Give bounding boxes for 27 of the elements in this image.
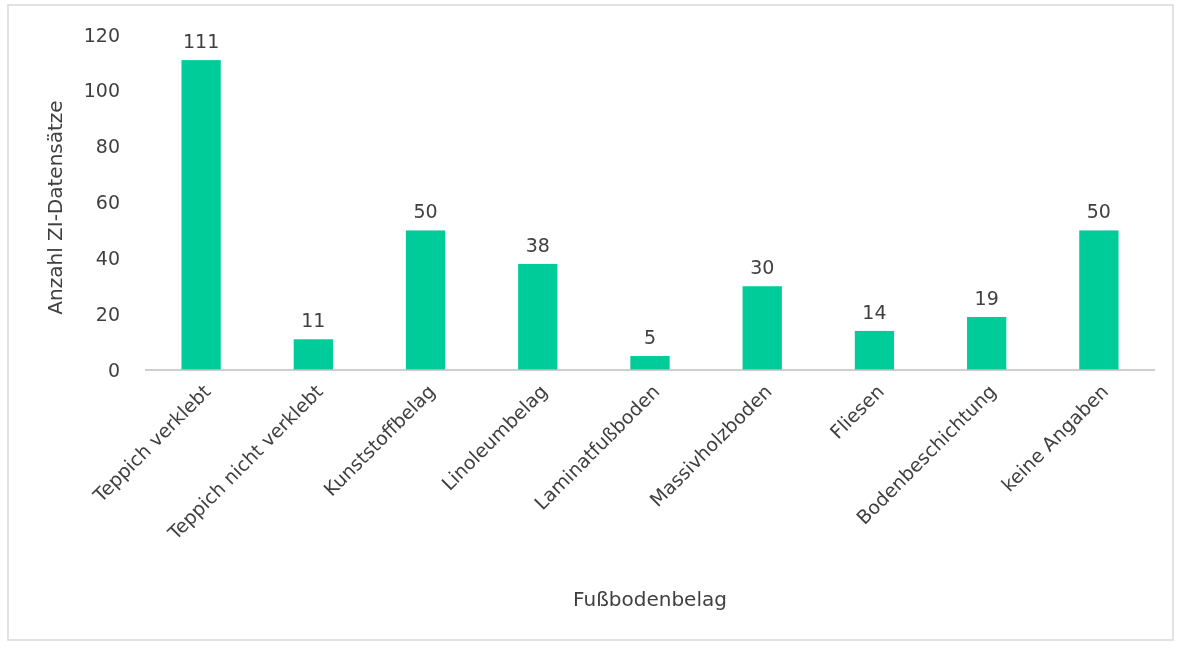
data-label: 30 bbox=[750, 256, 775, 279]
bar bbox=[630, 356, 670, 370]
bar bbox=[967, 316, 1007, 370]
data-label: 50 bbox=[1086, 200, 1111, 223]
bar bbox=[293, 339, 333, 370]
y-axis-title: Anzahl ZI-Datensätze bbox=[43, 100, 67, 315]
data-label: 38 bbox=[525, 233, 550, 256]
data-label: 19 bbox=[974, 286, 999, 309]
y-tick-label: 60 bbox=[95, 191, 120, 214]
y-tick-label: 0 bbox=[107, 358, 120, 381]
y-tick-label: 100 bbox=[83, 79, 120, 102]
y-tick-label: 20 bbox=[95, 302, 120, 325]
bar bbox=[854, 330, 895, 370]
x-axis-title: Fußbodenbelag bbox=[573, 587, 727, 611]
bar bbox=[518, 263, 558, 370]
y-tick-label: 40 bbox=[95, 246, 120, 269]
bar bbox=[405, 230, 446, 370]
data-label: 111 bbox=[182, 30, 220, 53]
bar bbox=[181, 60, 221, 370]
data-label: 5 bbox=[643, 326, 657, 349]
y-tick-label: 80 bbox=[95, 135, 120, 158]
data-label: 11 bbox=[301, 309, 326, 332]
y-tick-label: 120 bbox=[83, 23, 120, 46]
bar bbox=[1079, 230, 1119, 370]
data-label: 50 bbox=[413, 200, 438, 223]
data-label: 14 bbox=[862, 300, 887, 323]
bar bbox=[742, 286, 782, 370]
